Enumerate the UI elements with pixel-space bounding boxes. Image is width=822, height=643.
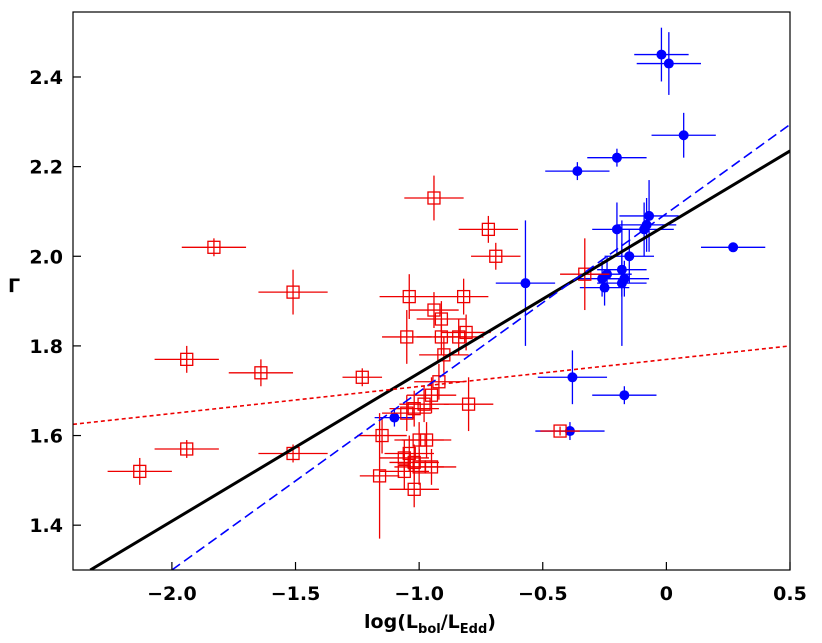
point [402, 446, 416, 461]
point [456, 289, 471, 304]
point [427, 303, 441, 317]
y-tick-label: 2.0 [29, 246, 63, 268]
point [663, 58, 674, 69]
y-tick-label: 2.2 [29, 157, 63, 179]
x-axis-label: log(Lbol/LEdd) [364, 611, 496, 637]
point [489, 249, 503, 263]
point [578, 267, 592, 281]
point [400, 330, 414, 344]
y-tick-label: 1.4 [29, 515, 63, 537]
y-tick-label: 1.6 [29, 426, 63, 448]
point [424, 388, 439, 402]
fit-line [73, 345, 790, 426]
point [389, 412, 400, 423]
x-label-sub: Edd [460, 622, 488, 637]
point [656, 49, 667, 60]
point [407, 402, 421, 416]
point [427, 191, 441, 205]
point [619, 273, 630, 284]
point [572, 166, 583, 177]
point [407, 482, 421, 496]
point [599, 282, 610, 293]
point [520, 278, 531, 289]
point [461, 397, 476, 411]
point [180, 352, 194, 366]
plot-area [73, 27, 790, 570]
y-axis-label: Γ [8, 275, 20, 297]
point [207, 240, 221, 254]
point [567, 372, 578, 383]
point [459, 325, 473, 340]
x-label-sub: bol [418, 622, 441, 637]
point [402, 289, 416, 304]
point [375, 428, 389, 443]
point [419, 433, 434, 447]
x-label-part: log(L [364, 611, 418, 633]
point [624, 251, 635, 262]
fit-line [89, 149, 790, 570]
point [611, 224, 622, 235]
x-tick-label: −0.5 [518, 583, 568, 605]
y-tick-label: 2.4 [29, 67, 63, 89]
x-label-part: ) [487, 611, 496, 633]
point [286, 285, 300, 299]
point [254, 366, 268, 380]
point [397, 464, 411, 479]
x-tick-label: 0 [660, 583, 673, 605]
point [180, 442, 194, 456]
point [417, 397, 431, 411]
point [553, 424, 567, 438]
fit-line [171, 123, 790, 570]
point [481, 222, 496, 237]
x-tick-label: −2.0 [147, 583, 197, 605]
x-label-part: /L [441, 611, 460, 633]
point [678, 130, 689, 141]
point [728, 242, 739, 253]
point [434, 330, 449, 344]
point [372, 469, 387, 483]
x-tick-label: 0.5 [773, 583, 807, 605]
point [619, 390, 630, 401]
y-tick-label: 1.8 [29, 336, 63, 358]
point [133, 464, 147, 479]
plot-frame [72, 11, 791, 571]
point [400, 406, 414, 420]
x-tick-label: −1.5 [271, 583, 321, 605]
point [644, 210, 655, 221]
point [611, 152, 622, 163]
point [355, 370, 369, 384]
point [424, 460, 439, 474]
point [407, 455, 421, 470]
x-tick-label: −1.0 [394, 583, 444, 605]
